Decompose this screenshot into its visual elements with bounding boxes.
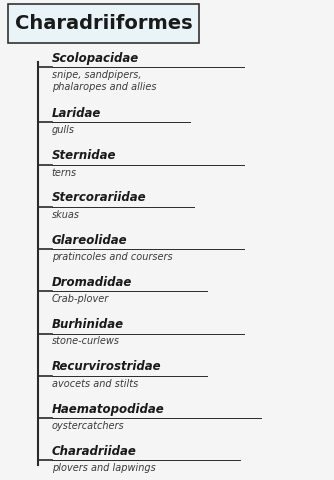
Text: Dromadidae: Dromadidae — [52, 276, 132, 289]
Text: Glareolidae: Glareolidae — [52, 234, 127, 247]
Text: avocets and stilts: avocets and stilts — [52, 379, 138, 389]
Text: Charadriidae: Charadriidae — [52, 445, 137, 458]
Text: skuas: skuas — [52, 210, 80, 220]
Text: plovers and lapwings: plovers and lapwings — [52, 463, 156, 473]
Text: terns: terns — [52, 168, 77, 178]
Text: gulls: gulls — [52, 125, 75, 135]
Text: oystercatchers: oystercatchers — [52, 421, 124, 431]
FancyBboxPatch shape — [8, 4, 199, 43]
Text: Haematopodidae: Haematopodidae — [52, 403, 165, 416]
Text: Scolopacidae: Scolopacidae — [52, 52, 139, 65]
Text: Sternidae: Sternidae — [52, 149, 116, 162]
Text: pratincoles and coursers: pratincoles and coursers — [52, 252, 172, 262]
Text: Laridae: Laridae — [52, 107, 101, 120]
Text: Recurvirostridae: Recurvirostridae — [52, 360, 161, 373]
Text: Stercorariidae: Stercorariidae — [52, 192, 146, 204]
Text: Burhinidae: Burhinidae — [52, 318, 124, 331]
Text: Charadriiformes: Charadriiformes — [15, 14, 192, 33]
Text: snipe, sandpipers,
phalaropes and allies: snipe, sandpipers, phalaropes and allies — [52, 70, 156, 92]
Text: stone-curlews: stone-curlews — [52, 336, 120, 347]
Text: Crab-plover: Crab-plover — [52, 294, 109, 304]
